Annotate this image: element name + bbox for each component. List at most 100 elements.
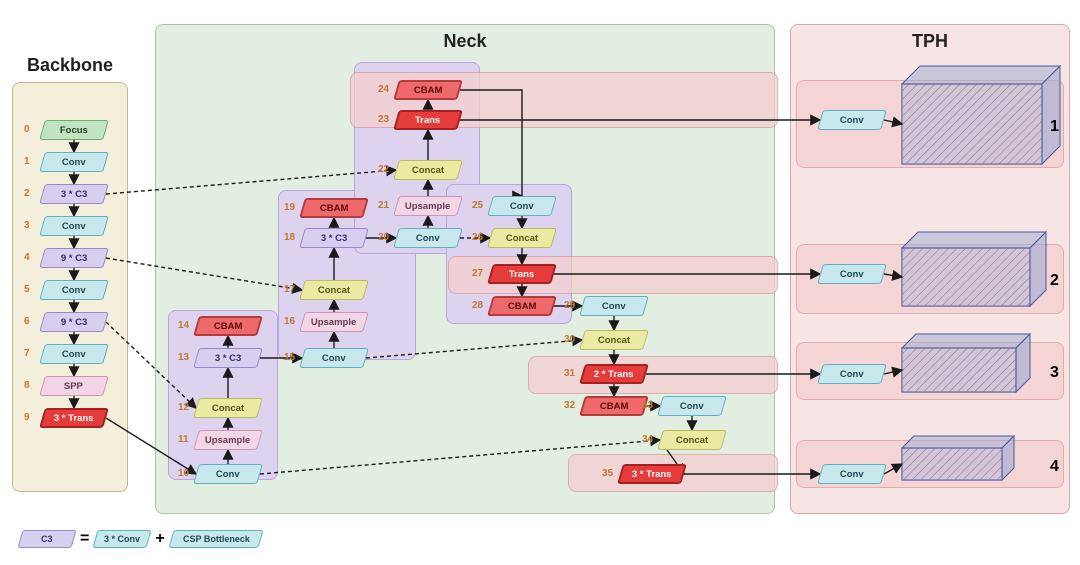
legend-3conv: 3 * Conv [93, 530, 152, 548]
node-index: 18 [284, 232, 295, 243]
node-label: Trans [415, 115, 440, 126]
node-20: Conv [393, 228, 463, 248]
node-label: CBAM [414, 85, 443, 96]
node-label: CBAM [214, 321, 243, 332]
node-index: 16 [284, 316, 295, 327]
node-29: Conv [579, 296, 649, 316]
node-0: Focus [39, 120, 109, 140]
node-index: 15 [284, 352, 295, 363]
node-index: 6 [24, 316, 30, 327]
node-label: Conv [840, 469, 864, 480]
node-index: 33 [642, 400, 653, 411]
node-19: CBAM [299, 198, 369, 218]
node-21: Upsample [393, 196, 463, 216]
legend-csp: CSP Bottleneck [168, 530, 263, 548]
node-index: 2 [24, 188, 30, 199]
node-label: Conv [62, 221, 86, 232]
node-3: Conv [39, 216, 109, 236]
node-label: 3 * C3 [215, 353, 241, 364]
node-18: 3 * C3 [299, 228, 369, 248]
node-label: Conv [216, 469, 240, 480]
node-24: CBAM [393, 80, 463, 100]
node-label: Conv [416, 233, 440, 244]
node-hc1: Conv [817, 110, 887, 130]
node-index: 9 [24, 412, 30, 423]
node-label: Trans [509, 269, 534, 280]
node-32: CBAM [579, 396, 649, 416]
node-label: Conv [62, 285, 86, 296]
node-label: 9 * C3 [61, 253, 87, 264]
node-label: Conv [510, 201, 534, 212]
node-index: 21 [378, 200, 389, 211]
node-label: Conv [840, 269, 864, 280]
node-label: CBAM [600, 401, 629, 412]
node-index: 35 [602, 468, 613, 479]
node-label: Concat [506, 233, 538, 244]
node-14: CBAM [193, 316, 263, 336]
head-label-1: 1 [1050, 118, 1059, 136]
node-7: Conv [39, 344, 109, 364]
tph-title: TPH [912, 31, 948, 52]
node-index: 26 [472, 232, 483, 243]
head-label-4: 4 [1050, 458, 1059, 476]
node-label: 3 * Trans [632, 469, 672, 480]
node-33: Conv [657, 396, 727, 416]
backbone-title: Backbone [27, 55, 113, 76]
node-label: Upsample [311, 317, 356, 328]
node-index: 32 [564, 400, 575, 411]
node-10: Conv [193, 464, 263, 484]
node-index: 11 [178, 434, 189, 445]
node-label: 3 * C3 [321, 233, 347, 244]
node-label: 9 * C3 [61, 317, 87, 328]
node-label: Upsample [405, 201, 450, 212]
node-16: Upsample [299, 312, 369, 332]
node-label: Concat [412, 165, 444, 176]
node-9: 3 * Trans [39, 408, 109, 428]
node-index: 25 [472, 200, 483, 211]
node-index: 24 [378, 84, 389, 95]
node-index: 1 [24, 156, 30, 167]
node-index: 14 [178, 320, 189, 331]
node-hc2: Conv [817, 264, 887, 284]
node-28: CBAM [487, 296, 557, 316]
node-hc4: Conv [817, 464, 887, 484]
node-label: Conv [62, 349, 86, 360]
node-index: 19 [284, 202, 295, 213]
node-34: Concat [657, 430, 727, 450]
node-27: Trans [487, 264, 557, 284]
node-5: Conv [39, 280, 109, 300]
node-index: 3 [24, 220, 30, 231]
legend-c3: C3 [17, 530, 76, 548]
node-index: 28 [472, 300, 483, 311]
node-label: 3 * Trans [54, 413, 94, 424]
node-label: Upsample [205, 435, 250, 446]
node-12: Concat [193, 398, 263, 418]
node-index: 31 [564, 368, 575, 379]
node-label: Concat [676, 435, 708, 446]
head-label-3: 3 [1050, 364, 1059, 382]
node-label: Focus [60, 125, 88, 136]
legend-plus: + [155, 530, 164, 548]
node-label: SPP [64, 381, 83, 392]
node-2: 3 * C3 [39, 184, 109, 204]
legend-eq: = [80, 530, 89, 548]
node-label: 3 * C3 [61, 189, 87, 200]
node-35: 3 * Trans [617, 464, 687, 484]
node-label: Concat [212, 403, 244, 414]
node-11: Upsample [193, 430, 263, 450]
node-index: 17 [284, 284, 295, 295]
node-31: 2 * Trans [579, 364, 649, 384]
node-label: Conv [602, 301, 626, 312]
node-index: 23 [378, 114, 389, 125]
node-label: CBAM [508, 301, 537, 312]
node-hc3: Conv [817, 364, 887, 384]
node-4: 9 * C3 [39, 248, 109, 268]
node-1: Conv [39, 152, 109, 172]
node-30: Concat [579, 330, 649, 350]
node-label: Conv [322, 353, 346, 364]
node-25: Conv [487, 196, 557, 216]
node-13: 3 * C3 [193, 348, 263, 368]
node-index: 7 [24, 348, 30, 359]
node-17: Concat [299, 280, 369, 300]
node-label: Concat [598, 335, 630, 346]
